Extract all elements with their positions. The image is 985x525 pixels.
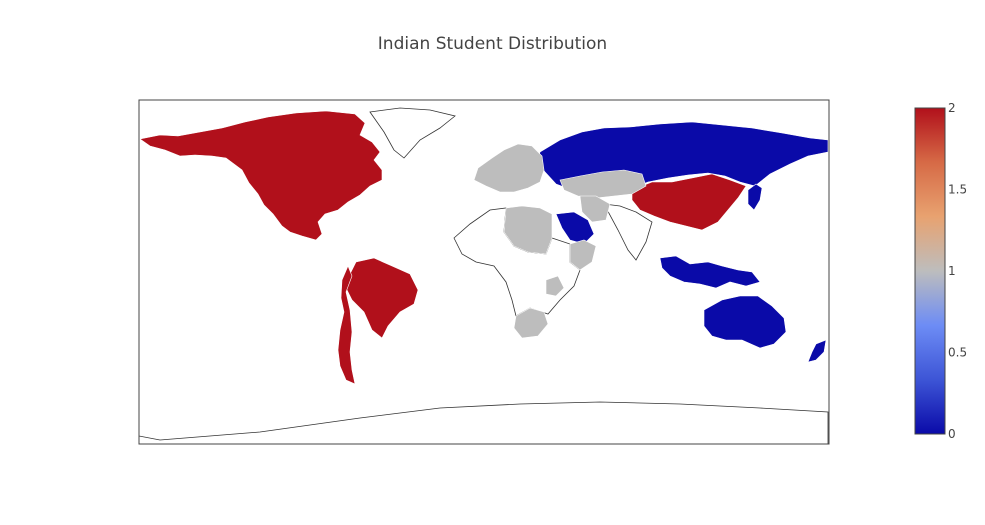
map-frame: [138, 99, 830, 445]
colorbar-tick-label: 0.5: [948, 346, 967, 360]
colorbar-tick-label: 1: [948, 264, 956, 278]
region-brazil[interactable]: [345, 257, 419, 339]
colorbar: 0 0.5 1 1.5 2: [914, 101, 967, 441]
land-outline-3: [369, 107, 456, 159]
region-madagascar[interactable]: [545, 275, 565, 297]
region-australia[interactable]: [703, 295, 787, 349]
region-saudi-arabia[interactable]: [555, 211, 595, 245]
region-southeast-asia[interactable]: [659, 255, 761, 289]
region-central-asia[interactable]: [559, 169, 647, 199]
region-europe[interactable]: [473, 143, 545, 193]
region-south-africa[interactable]: [513, 307, 549, 339]
region-japan[interactable]: [747, 183, 763, 211]
colorbar-tick-label: 0: [948, 427, 956, 441]
colorbar-gradient: [914, 107, 946, 435]
chart-title: Indian Student Distribution: [377, 34, 608, 54]
map-land-layer: [139, 107, 829, 444]
region-new-zealand[interactable]: [807, 339, 827, 363]
region-iran[interactable]: [579, 195, 611, 223]
region-east-africa[interactable]: [569, 239, 597, 271]
region-western-south-america[interactable]: [337, 265, 356, 385]
land-outline-1: [603, 203, 653, 261]
land-outline-2: [139, 401, 829, 444]
region-china[interactable]: [631, 173, 747, 231]
region-north-africa[interactable]: [503, 205, 553, 255]
region-north-america[interactable]: [139, 110, 383, 241]
colorbar-tick-label: 1.5: [948, 183, 967, 197]
colorbar-tick-label: 2: [948, 101, 956, 115]
